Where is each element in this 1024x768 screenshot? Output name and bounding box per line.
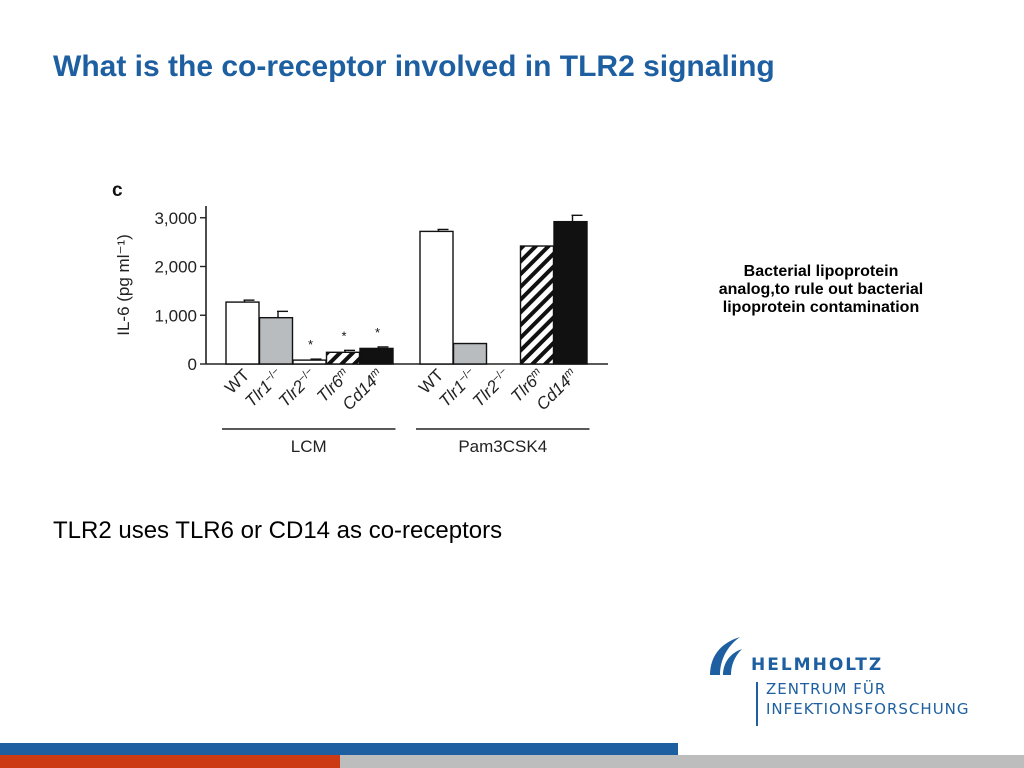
- conclusion-text: TLR2 uses TLR6 or CD14 as co-receptors: [53, 517, 503, 544]
- bar-lcm-wt: [225, 301, 260, 365]
- group-label: LCM: [291, 437, 327, 456]
- y-tick-label: 3,000: [154, 209, 197, 228]
- slide-title: What is the co-receptor involved in TLR2…: [53, 50, 775, 83]
- logo-divider: [756, 682, 758, 726]
- panel-label: c: [112, 180, 123, 201]
- x-tick-label: Tlr2−/−: [275, 365, 320, 410]
- side-note: Bacterial lipoprotein analog,to rule out…: [718, 263, 924, 316]
- footer-stripe-gray: [340, 755, 1024, 768]
- y-tick-label: 1,000: [154, 306, 197, 325]
- bar-pam3csk4-tlr6: [519, 245, 555, 365]
- bar-pam3csk4-cd14: [553, 220, 588, 365]
- logo-name: HELMHOLTZ: [751, 655, 884, 675]
- bar-lcm-tlr1: [258, 316, 294, 365]
- footer-stripe-red: [0, 755, 340, 768]
- helmholtz-logo: HELMHOLTZ ZENTRUM FÜR INFEKTIONSFORSCHUN…: [706, 630, 1006, 740]
- logo-line-1: ZENTRUM FÜR: [766, 680, 887, 698]
- bar-pam3csk4-tlr1: [452, 342, 488, 365]
- logo-line-2: INFEKTIONSFORSCHUNG: [766, 700, 970, 718]
- helmholtz-wave-icon: [710, 637, 742, 675]
- y-axis-label: IL-6 (pg ml⁻¹): [114, 234, 133, 336]
- bar-lcm-tlr2: [292, 359, 327, 365]
- x-tick-label: Tlr1−/−: [435, 365, 480, 410]
- y-tick-label: 0: [188, 355, 197, 374]
- bar-pam3csk4-wt: [419, 230, 454, 365]
- x-tick-label: Tlr1−/−: [241, 365, 286, 410]
- bar-lcm-tlr6: [325, 351, 361, 365]
- significance-marker: *: [341, 328, 346, 343]
- y-tick-label: 2,000: [154, 258, 197, 277]
- bar-lcm-cd14: [359, 347, 394, 365]
- x-tick-label: Tlr2−/−: [469, 365, 514, 410]
- group-label: Pam3CSK4: [458, 437, 547, 456]
- significance-marker: *: [308, 337, 313, 352]
- significance-marker: *: [375, 325, 380, 340]
- footer-stripe-blue: [0, 743, 678, 755]
